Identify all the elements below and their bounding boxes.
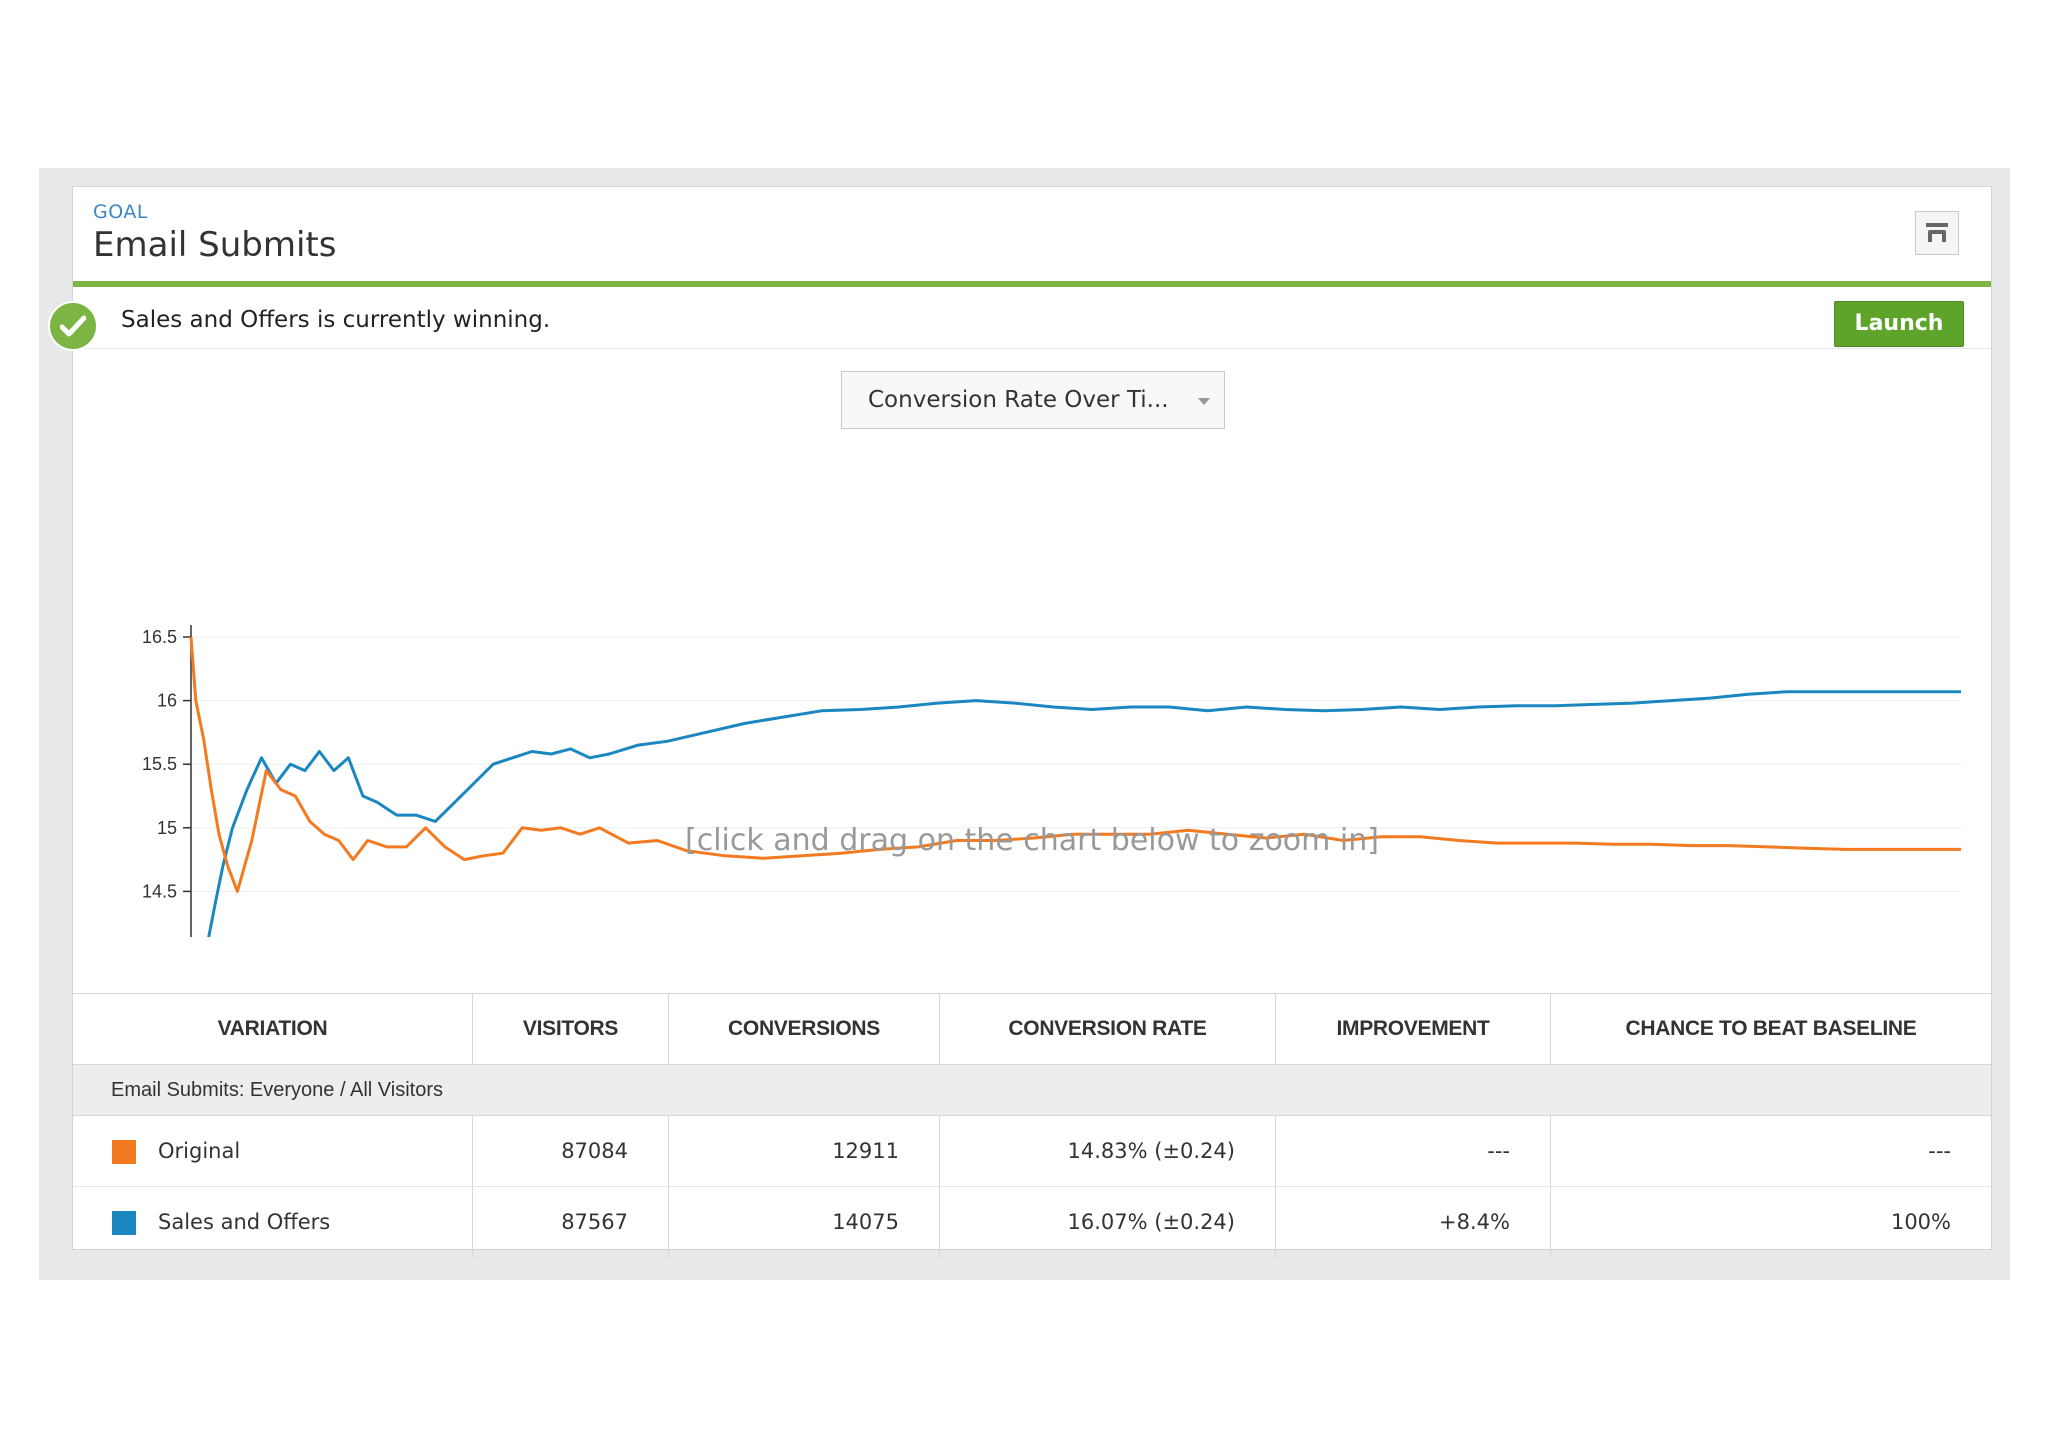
results-table: VARIATION VISITORS CONVERSIONS CONVERSIO… — [73, 993, 1991, 1258]
column-header[interactable]: VISITORS — [472, 993, 669, 1065]
goal-title: Email Submits — [93, 225, 337, 265]
conversions-cell: 14075 — [668, 1186, 940, 1258]
improvement-cell: --- — [1275, 1115, 1551, 1187]
y-tick-label: 14.5 — [142, 881, 177, 901]
column-header[interactable]: VARIATION — [73, 993, 473, 1065]
segment-row: Email Submits: Everyone / All Visitors — [73, 1064, 1991, 1116]
y-tick-label: 16 — [157, 691, 177, 711]
goal-card: GOAL Email Submits Sales and Offers is c… — [72, 186, 1992, 1258]
conversions-cell: 12911 — [668, 1115, 940, 1187]
rate-cell: 16.07% (±0.24) — [939, 1186, 1276, 1258]
chart-type-select[interactable]: Conversion Rate Over Ti... — [841, 371, 1225, 429]
segment-label: Email Submits: Everyone / All Visitors — [73, 1064, 1991, 1116]
original-series-line — [189, 636, 1961, 893]
winner-banner: Sales and Offers is currently winning. L… — [73, 287, 1991, 349]
winner-message: Sales and Offers is currently winning. — [121, 307, 551, 333]
visitors-cell: 87084 — [472, 1115, 669, 1187]
visitors-cell: 87567 — [472, 1186, 669, 1258]
collapse-button[interactable] — [1915, 211, 1959, 255]
table-row[interactable]: Original 87084 12911 14.83% (±0.24) --- … — [73, 1115, 1991, 1187]
original-swatch — [112, 1139, 136, 1164]
chevron-down-icon — [1198, 398, 1210, 405]
y-tick-label: 15 — [157, 818, 177, 838]
collapse-icon — [1926, 223, 1948, 242]
chance-cell: --- — [1550, 1115, 1991, 1187]
variation-cell: Original — [73, 1115, 473, 1187]
variation-cell: Sales and Offers — [73, 1186, 473, 1258]
chance-cell: 100% — [1550, 1186, 1991, 1258]
variation-name: Sales and Offers — [158, 1209, 331, 1234]
sales-and-offers-series-line — [207, 690, 1961, 937]
table-row[interactable]: Sales and Offers 87567 14075 16.07% (±0.… — [73, 1186, 1991, 1258]
rate-cell: 14.83% (±0.24) — [939, 1115, 1276, 1187]
check-icon — [48, 301, 98, 351]
column-header[interactable]: IMPROVEMENT — [1275, 993, 1551, 1065]
column-header[interactable]: CONVERSIONS — [668, 993, 940, 1065]
y-tick-label: 16.5 — [142, 627, 177, 647]
sales-swatch — [112, 1210, 136, 1235]
improvement-cell: +8.4% — [1275, 1186, 1551, 1258]
table-header-row: VARIATION VISITORS CONVERSIONS CONVERSIO… — [73, 993, 1991, 1065]
column-header[interactable]: CHANCE TO BEAT BASELINE — [1550, 993, 1991, 1065]
variation-name: Original — [158, 1138, 241, 1163]
goal-label: GOAL — [93, 201, 148, 223]
zoom-hint: [click and drag on the chart below to zo… — [685, 823, 1379, 858]
goal-status-rule — [73, 281, 1991, 287]
chart-type-value: Conversion Rate Over Ti... — [868, 387, 1169, 413]
y-tick-label: 15.5 — [142, 754, 177, 774]
column-header[interactable]: CONVERSION RATE — [939, 993, 1276, 1065]
launch-button[interactable]: Launch — [1834, 301, 1964, 347]
